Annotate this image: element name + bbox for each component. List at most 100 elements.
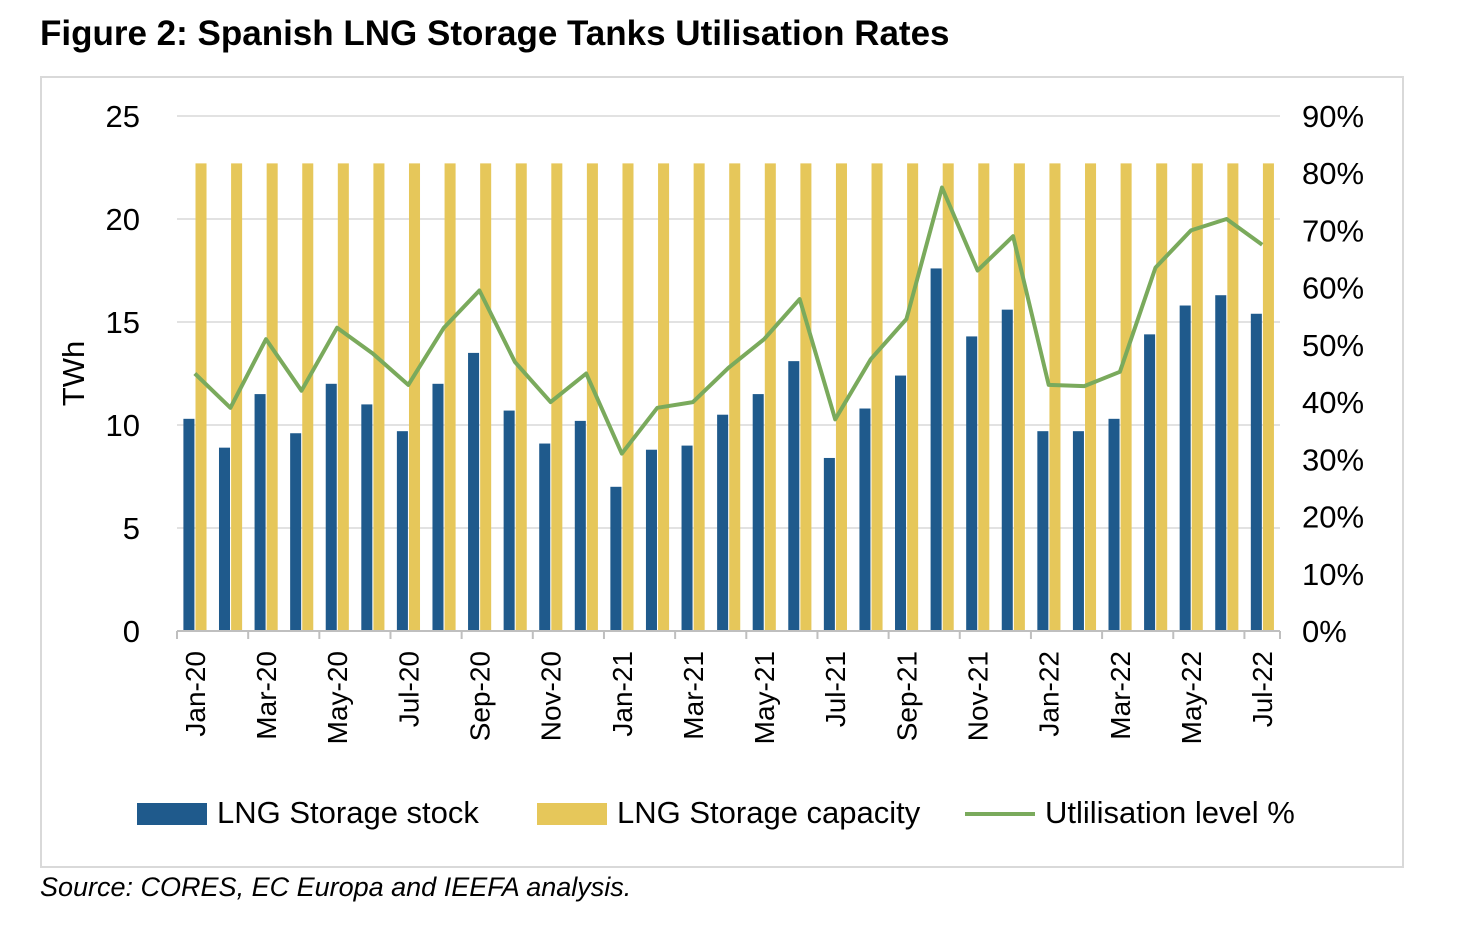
- utilisation-line: [193, 185, 1264, 456]
- x-tick-label: Jan-22: [1034, 651, 1065, 737]
- x-tick-label: Jul-21: [820, 651, 851, 727]
- bar-capacity: [871, 163, 883, 631]
- bar-capacity: [622, 163, 634, 631]
- bar-capacity: [764, 163, 776, 631]
- bar-stock: [254, 394, 266, 631]
- bar-stock: [396, 431, 408, 631]
- bar-capacity: [1191, 163, 1203, 631]
- bar-stock: [539, 443, 551, 631]
- y2-tick-label: 40%: [1302, 385, 1364, 420]
- x-tick-label: Mar-22: [1105, 651, 1136, 740]
- x-tick-label: Jan-20: [180, 651, 211, 737]
- bar-capacity: [658, 163, 670, 631]
- bar-stock: [1144, 334, 1156, 631]
- bar-capacity: [480, 163, 492, 631]
- bar-capacity: [1085, 163, 1097, 631]
- bar-capacity: [729, 163, 741, 631]
- x-tick-label: May-21: [749, 651, 780, 744]
- bar-stock: [1215, 295, 1227, 631]
- bar-stock: [788, 361, 800, 631]
- bar-capacity: [195, 163, 207, 631]
- y2-tick-label: 0%: [1302, 614, 1347, 649]
- bar-capacity: [302, 163, 314, 631]
- y-tick-label: 20: [106, 202, 140, 237]
- legend-label-capacity: LNG Storage capacity: [617, 795, 921, 830]
- bar-stock: [752, 394, 764, 631]
- bar-stock: [218, 447, 231, 631]
- y-tick-label: 10: [106, 408, 140, 443]
- y-tick-label: 25: [106, 99, 140, 134]
- bar-capacity: [1156, 163, 1168, 631]
- bar-stock: [503, 410, 515, 631]
- x-tick-label: Jan-21: [607, 651, 638, 737]
- bar-stock: [930, 268, 942, 631]
- bar-capacity: [907, 163, 919, 631]
- bar-stock: [325, 383, 337, 631]
- bar-stock: [290, 433, 302, 631]
- bar-capacity: [408, 163, 421, 631]
- y-tick-label: 0: [123, 614, 140, 649]
- bar-stock: [1001, 309, 1013, 631]
- y2-tick-label: 30%: [1302, 442, 1364, 477]
- bar-capacity: [800, 163, 812, 631]
- x-tick-label: Mar-20: [251, 651, 282, 740]
- bar-stock: [1179, 305, 1191, 631]
- bar-capacity: [373, 163, 385, 631]
- legend-label-stock: LNG Storage stock: [217, 795, 479, 830]
- legend-swatch-stock: [137, 803, 207, 825]
- bar-capacity: [586, 163, 598, 631]
- bar-stock: [1037, 431, 1049, 631]
- bar-stock: [1250, 313, 1262, 631]
- bar-capacity: [1049, 163, 1061, 631]
- bar-stock: [361, 404, 373, 631]
- y2-tick-label: 90%: [1302, 99, 1364, 134]
- y-axis-title: TWh: [56, 341, 91, 406]
- bar-capacity: [337, 163, 349, 631]
- bar-stock: [574, 420, 586, 631]
- y2-tick-label: 70%: [1302, 213, 1364, 248]
- y-tick-label: 5: [123, 511, 140, 546]
- legend-label-utilisation: Utlilisation level %: [1045, 795, 1295, 830]
- y2-tick-label: 20%: [1302, 500, 1364, 535]
- x-tick-label: Mar-21: [678, 651, 709, 740]
- bar-stock: [895, 375, 907, 631]
- x-tick-label: May-20: [322, 651, 353, 744]
- bar-stock: [966, 336, 978, 631]
- bar-capacity: [1262, 163, 1274, 631]
- y-tick-label: 15: [106, 305, 140, 340]
- x-tick-label: Jul-20: [393, 651, 424, 727]
- bar-capacity: [266, 163, 278, 631]
- bar-stock: [610, 486, 622, 631]
- legend-swatch-capacity: [537, 803, 607, 825]
- y2-tick-label: 60%: [1302, 271, 1364, 306]
- bar-stock: [468, 352, 480, 631]
- bar-stock: [717, 414, 729, 631]
- legend-swatch-utilisation: [965, 812, 1035, 816]
- bar-stock: [183, 418, 195, 631]
- source-note: Source: CORES, EC Europa and IEEFA analy…: [40, 872, 632, 902]
- bar-capacity: [835, 163, 847, 631]
- chart-frame: [40, 76, 1404, 868]
- bar-stock: [1108, 418, 1120, 631]
- x-tick-label: Nov-21: [963, 651, 994, 741]
- bar-capacity: [515, 163, 527, 631]
- bar-capacity: [942, 163, 954, 631]
- bar-capacity: [1013, 163, 1025, 631]
- bar-stock: [432, 383, 444, 631]
- bar-stock: [645, 449, 657, 631]
- bar-capacity: [978, 163, 990, 631]
- y2-tick-label: 80%: [1302, 156, 1364, 191]
- bar-capacity: [1120, 163, 1132, 631]
- y2-tick-label: 50%: [1302, 328, 1364, 363]
- x-tick-label: Nov-20: [536, 651, 567, 741]
- bar-capacity: [444, 163, 456, 631]
- bar-stock: [681, 445, 693, 631]
- figure-title: Figure 2: Spanish LNG Storage Tanks Util…: [40, 14, 950, 53]
- x-tick-label: Sep-21: [891, 651, 922, 741]
- bar-stock: [859, 408, 871, 631]
- bar-stock: [823, 457, 835, 631]
- y2-tick-label: 10%: [1302, 557, 1364, 592]
- x-tick-label: Sep-20: [464, 651, 495, 741]
- bar-capacity: [1227, 163, 1239, 631]
